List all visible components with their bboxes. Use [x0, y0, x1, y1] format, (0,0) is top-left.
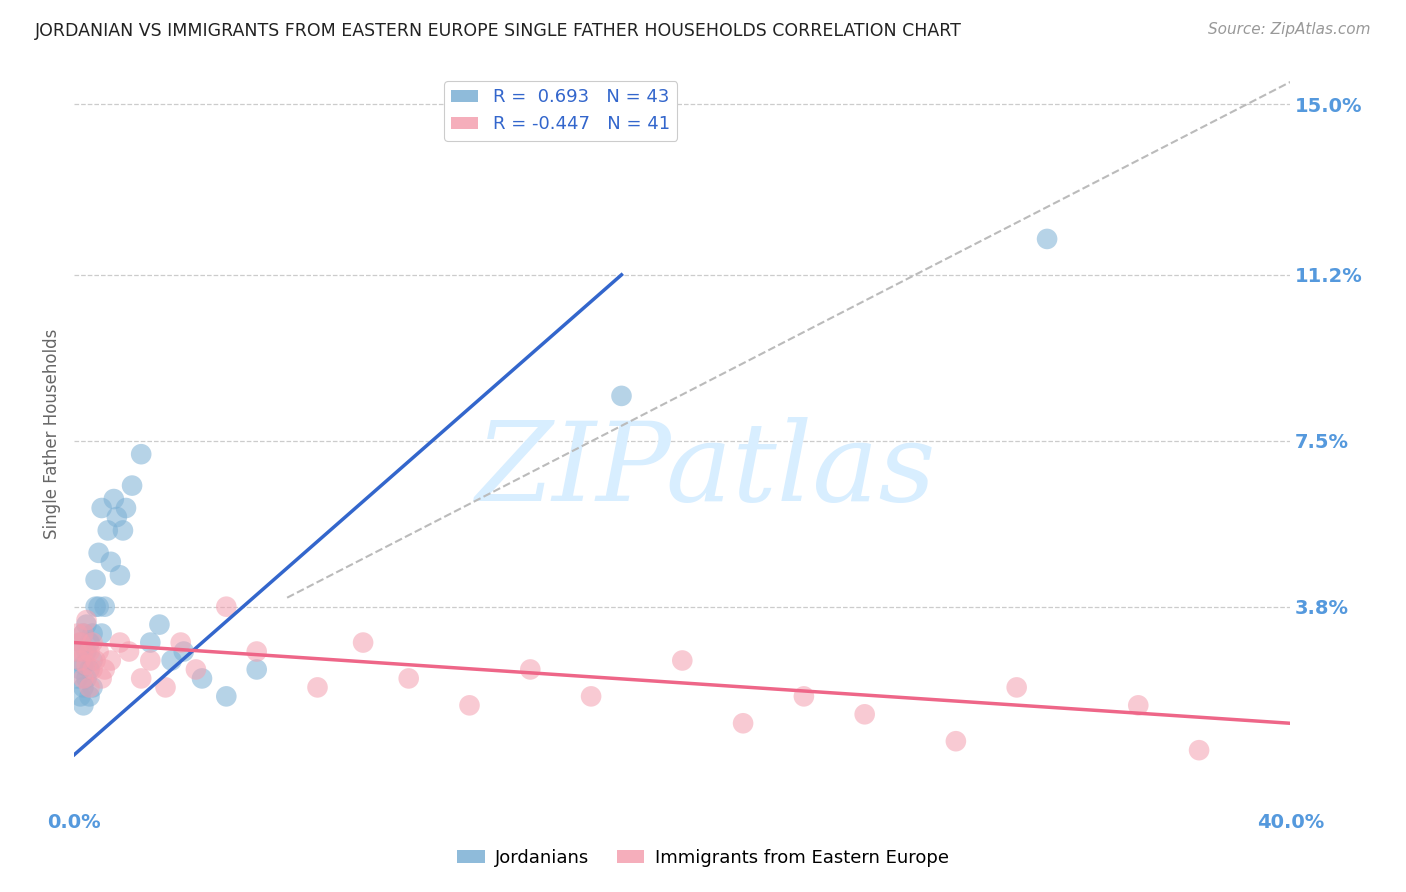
Point	[93, 663, 115, 677]
Point	[82, 681, 104, 695]
Point	[352, 635, 374, 649]
Point	[1188, 743, 1211, 757]
Point	[458, 698, 481, 713]
Point	[121, 478, 143, 492]
Point	[610, 389, 633, 403]
Point	[84, 599, 107, 614]
Point	[108, 635, 131, 649]
Point	[66, 644, 89, 658]
Point	[103, 491, 125, 506]
Point	[87, 644, 110, 658]
Point	[307, 681, 329, 695]
Point	[1005, 681, 1028, 695]
Point	[793, 690, 815, 704]
Point	[155, 681, 177, 695]
Point	[79, 681, 101, 695]
Point	[215, 690, 238, 704]
Point	[184, 663, 207, 677]
Point	[246, 663, 269, 677]
Point	[82, 653, 104, 667]
Point	[579, 690, 602, 704]
Point	[72, 626, 94, 640]
Point	[72, 672, 94, 686]
Point	[1128, 698, 1150, 713]
Point	[100, 653, 122, 667]
Point	[191, 672, 214, 686]
Point	[79, 663, 101, 677]
Point	[139, 635, 162, 649]
Point	[79, 635, 101, 649]
Point	[76, 657, 98, 672]
Point	[69, 690, 91, 704]
Point	[108, 568, 131, 582]
Point	[733, 716, 755, 731]
Point	[173, 644, 195, 658]
Point	[129, 447, 152, 461]
Point	[853, 707, 876, 722]
Point	[148, 617, 170, 632]
Point	[519, 663, 541, 677]
Point	[139, 653, 162, 667]
Point	[84, 653, 107, 667]
Point	[72, 644, 94, 658]
Point	[90, 672, 112, 686]
Point	[215, 599, 238, 614]
Point	[100, 555, 122, 569]
Point	[246, 644, 269, 658]
Point	[87, 546, 110, 560]
Legend: R =  0.693   N = 43, R = -0.447   N = 41: R = 0.693 N = 43, R = -0.447 N = 41	[444, 81, 678, 141]
Point	[82, 626, 104, 640]
Point	[79, 644, 101, 658]
Point	[90, 626, 112, 640]
Point	[76, 613, 98, 627]
Point	[76, 644, 98, 658]
Point	[72, 681, 94, 695]
Point	[66, 672, 89, 686]
Point	[111, 524, 134, 538]
Point	[1036, 232, 1059, 246]
Point	[118, 644, 141, 658]
Point	[671, 653, 693, 667]
Point	[76, 617, 98, 632]
Point	[84, 573, 107, 587]
Point	[69, 653, 91, 667]
Point	[72, 657, 94, 672]
Point	[105, 510, 128, 524]
Point	[170, 635, 193, 649]
Point	[76, 672, 98, 686]
Point	[97, 524, 120, 538]
Point	[90, 501, 112, 516]
Point	[82, 635, 104, 649]
Point	[72, 698, 94, 713]
Point	[398, 672, 420, 686]
Point	[115, 501, 138, 516]
Text: Source: ZipAtlas.com: Source: ZipAtlas.com	[1208, 22, 1371, 37]
Point	[69, 635, 91, 649]
Point	[160, 653, 183, 667]
Point	[66, 626, 89, 640]
Point	[69, 663, 91, 677]
Point	[82, 663, 104, 677]
Point	[79, 690, 101, 704]
Y-axis label: Single Father Households: Single Father Households	[44, 329, 60, 539]
Point	[69, 635, 91, 649]
Text: JORDANIAN VS IMMIGRANTS FROM EASTERN EUROPE SINGLE FATHER HOUSEHOLDS CORRELATION: JORDANIAN VS IMMIGRANTS FROM EASTERN EUR…	[35, 22, 962, 40]
Point	[93, 599, 115, 614]
Text: ZIPatlas: ZIPatlas	[477, 417, 936, 524]
Point	[72, 626, 94, 640]
Point	[66, 644, 89, 658]
Point	[87, 599, 110, 614]
Point	[945, 734, 967, 748]
Point	[129, 672, 152, 686]
Legend: Jordanians, Immigrants from Eastern Europe: Jordanians, Immigrants from Eastern Euro…	[450, 842, 956, 874]
